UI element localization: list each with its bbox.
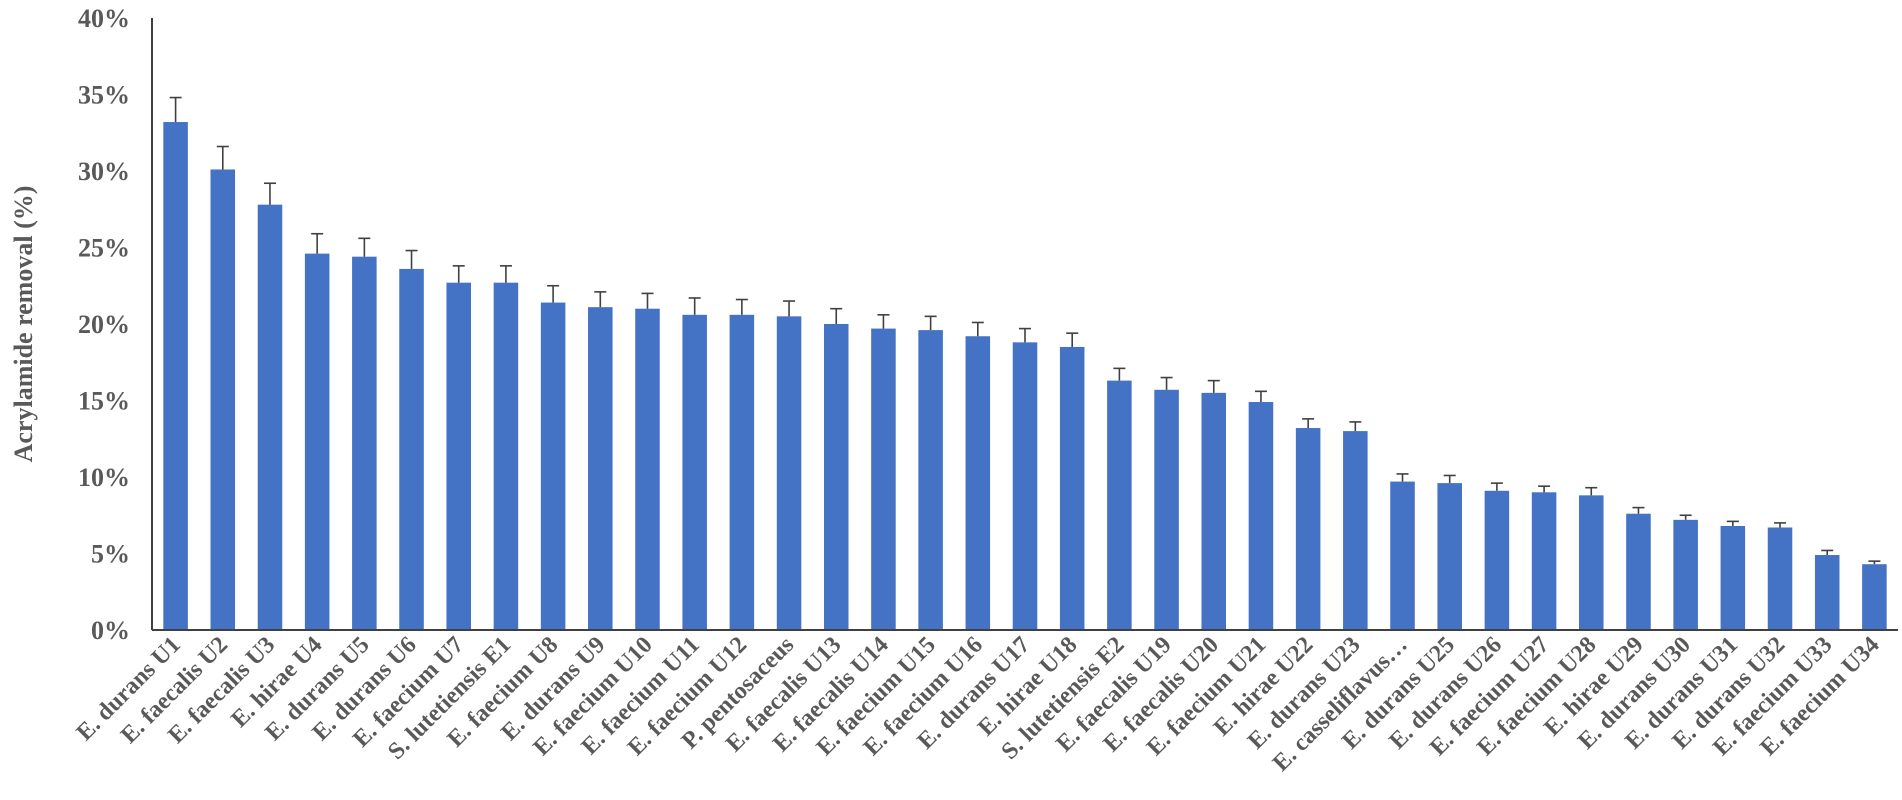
bar [729,314,755,630]
y-tick-label: 10% [78,463,130,492]
bar [1343,431,1368,630]
bar [965,336,991,630]
bar [1626,513,1651,630]
bar [1720,525,1746,630]
bar [257,204,283,630]
bar [304,253,330,630]
bar [1814,555,1840,630]
bar [918,330,943,630]
bar [1531,492,1557,630]
bar [635,308,660,630]
bar [1154,389,1179,630]
x-category-labels: E. durans U1E. faecalis U2E. faecalis U3… [72,632,1885,777]
bar [1107,380,1132,630]
bars [163,122,1887,630]
bar [399,268,424,630]
y-tick-label: 15% [78,387,130,416]
bar [352,256,377,630]
y-axis-title: Acrylamide removal (%) [9,186,38,463]
bar [210,169,236,630]
bar [682,314,707,630]
bar [540,302,566,630]
y-tick-label: 20% [78,310,130,339]
y-tick-labels: 0% 5% 10% 15% 20% 25% 30% 35% 40% [78,4,130,645]
y-tick-label: 5% [91,540,130,569]
bar [1579,495,1604,630]
error-bars [169,96,1881,565]
bar [1390,481,1415,630]
bar [1295,428,1321,630]
y-tick-label: 30% [78,157,130,186]
bar [1862,564,1887,630]
bar [776,316,802,630]
y-tick-label: 35% [78,81,130,110]
y-tick-label: 25% [78,234,130,263]
bar [1673,519,1698,630]
bar [1484,490,1510,630]
bar [823,324,849,630]
bar [1012,342,1038,630]
bar [1437,483,1462,630]
bar [1767,527,1793,630]
y-tick-label: 0% [91,616,130,645]
bar [1059,346,1085,630]
bar [588,307,613,630]
bar [493,282,519,630]
bar [163,122,188,630]
bar [446,282,471,630]
bar [1248,402,1274,630]
bar [1201,392,1227,630]
y-tick-label: 40% [78,4,130,33]
bar [871,328,896,630]
